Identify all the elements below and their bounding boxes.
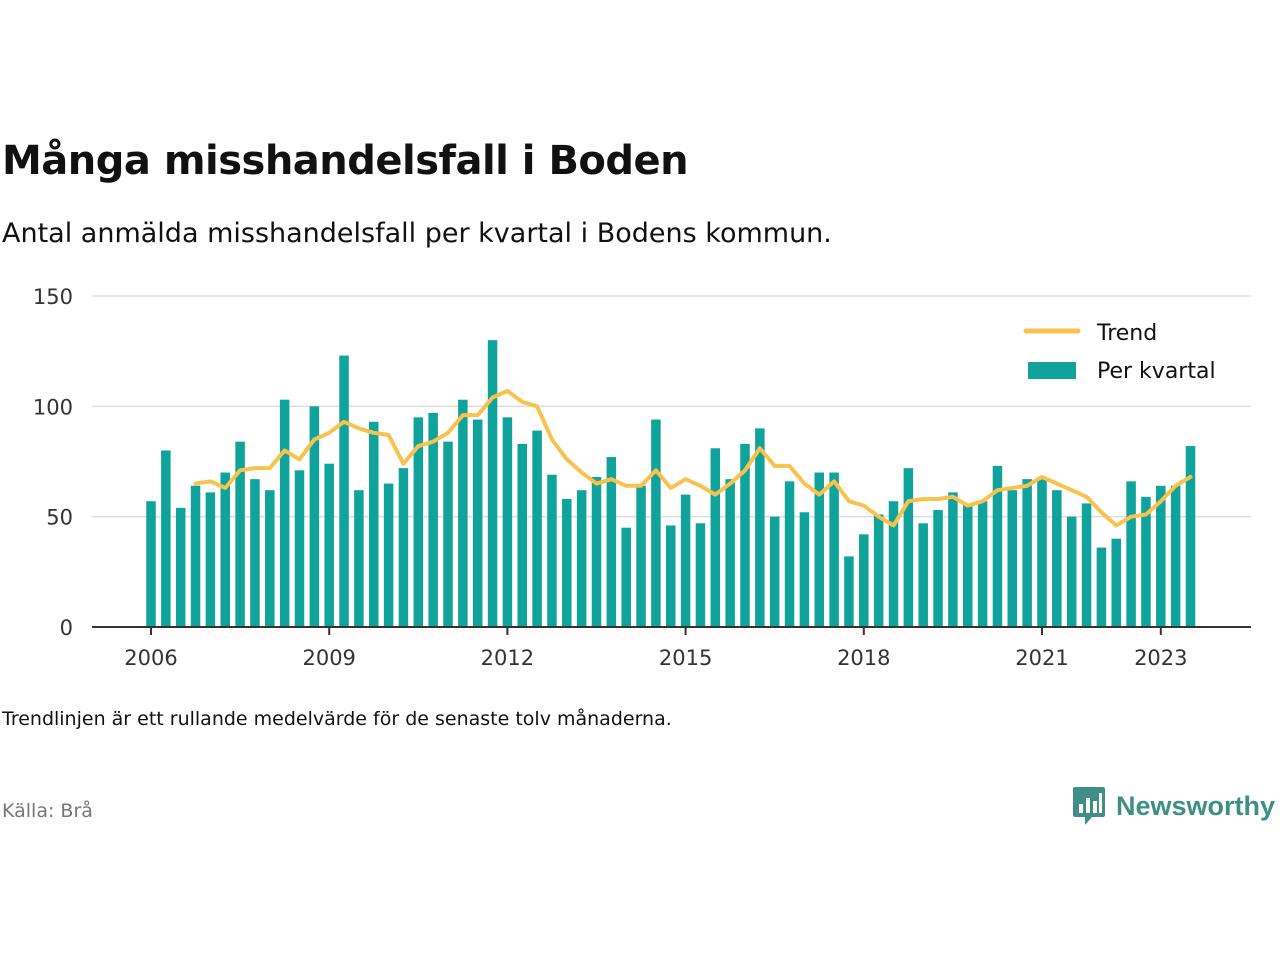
bar [250, 479, 260, 627]
bar [903, 468, 914, 627]
bar [695, 523, 706, 627]
bar [235, 441, 245, 627]
bar [1156, 485, 1166, 627]
bar [606, 457, 617, 627]
bar [963, 503, 973, 627]
bar [472, 419, 483, 627]
bar [859, 534, 869, 627]
bar [398, 468, 409, 627]
bar [190, 485, 201, 627]
bar [725, 479, 735, 627]
bar [977, 501, 988, 627]
x-tick-label: 2009 [302, 646, 355, 670]
bar [1141, 496, 1151, 627]
bar [948, 492, 958, 627]
x-tick-label: 2021 [1015, 646, 1068, 670]
bar [354, 490, 364, 627]
bar [621, 527, 631, 627]
bar [755, 428, 765, 627]
bar [1022, 479, 1032, 627]
bar [636, 485, 646, 627]
x-tick-label: 2015 [659, 646, 712, 670]
bar [220, 472, 230, 627]
bar [680, 494, 691, 627]
bar [1170, 485, 1181, 627]
bar [1081, 503, 1092, 627]
bar [710, 448, 721, 627]
x-tick-label: 2012 [481, 646, 534, 670]
bar [309, 406, 320, 627]
bar [591, 476, 602, 627]
bar [502, 417, 513, 627]
bar [829, 472, 839, 627]
bar [740, 443, 750, 627]
bar [1111, 538, 1121, 627]
bar [992, 465, 1003, 627]
bar [888, 501, 899, 627]
bar [799, 512, 810, 627]
chart-subtitle: Antal anmälda misshandelsfall per kvarta… [2, 218, 832, 249]
legend-bars-swatch [1028, 362, 1076, 379]
bar [666, 525, 676, 627]
bar [324, 463, 334, 627]
legend-bars-label: Per kvartal [1097, 359, 1216, 384]
chart: 0 50 100 150 2006 2009 2012 2015 2018 2021 2023 T… [33, 285, 1251, 670]
bar [383, 483, 394, 627]
bars-layer [146, 340, 1196, 627]
bar [1126, 481, 1136, 627]
bar [369, 421, 379, 627]
bar [265, 490, 275, 627]
bar [576, 490, 587, 627]
bar [175, 507, 186, 627]
footnote: Trendlinjen är ett rullande medelvärde f… [2, 708, 672, 730]
bar [562, 499, 572, 627]
bar [487, 340, 498, 627]
bar [547, 474, 557, 627]
bar [413, 417, 424, 627]
x-ticks: 2006 2009 2012 2015 2018 2021 2023 [124, 627, 1188, 670]
bar [1007, 490, 1018, 627]
brand-logo: Newsworthy [1072, 784, 1275, 828]
bar [1037, 476, 1047, 627]
newsworthy-chat-bars-icon [1073, 787, 1105, 825]
bar [873, 514, 884, 627]
bar [146, 501, 156, 627]
legend: Trend Per kvartal [1023, 321, 1216, 384]
bar [933, 510, 943, 627]
bar [1066, 516, 1077, 627]
trend-line [193, 388, 1193, 528]
bar [1052, 490, 1062, 627]
bar [458, 399, 468, 627]
brand-name: Newsworthy [1116, 790, 1276, 821]
bar [769, 516, 780, 627]
y-tick-label: 50 [46, 506, 73, 530]
legend-trend-label: Trend [1096, 321, 1157, 346]
source-credit: Källa: Brå [2, 800, 93, 822]
y-tick-label: 100 [33, 395, 73, 419]
bar [651, 419, 661, 627]
chart-title: Många misshandelsfall i Boden [2, 138, 689, 184]
y-tick-label: 150 [33, 285, 73, 309]
bar [205, 492, 216, 627]
x-tick-label: 2006 [124, 646, 177, 670]
bar [844, 556, 854, 627]
bar [161, 450, 171, 627]
y-tick-label: 0 [60, 616, 73, 640]
bar [279, 399, 290, 627]
bar [784, 481, 795, 627]
bar [428, 412, 438, 627]
x-tick-label: 2023 [1134, 646, 1187, 670]
bar [532, 430, 542, 627]
bar [918, 523, 928, 627]
x-tick-label: 2018 [837, 646, 890, 670]
bar [1185, 446, 1196, 627]
bar [443, 441, 453, 627]
bar [339, 355, 349, 627]
bar [294, 470, 305, 627]
bar [517, 443, 527, 627]
bar [814, 472, 824, 627]
bar [1096, 547, 1107, 627]
